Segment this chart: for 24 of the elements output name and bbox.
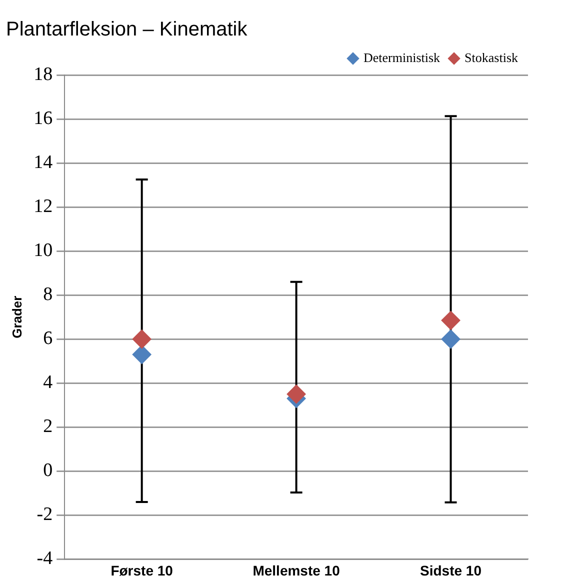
y-tick-label: 12 [34,196,53,218]
x-tick-label: Første 10 [110,562,174,578]
point [132,345,152,364]
y-tick-label: -4 [36,548,54,570]
y-tick-label: -2 [36,504,53,526]
x-tick-label: Sidste 10 [420,562,482,578]
y-tick-label: 16 [34,108,53,130]
y-tick-label: 18 [34,64,53,85]
y-tick-label: 8 [43,284,53,306]
point [286,384,306,404]
point [441,330,460,349]
legend-label: Deterministisk [364,50,441,65]
point [441,310,460,330]
y-tick-label: 10 [34,240,53,262]
y-tick-label: 0 [43,460,53,482]
legend-label: Stokastisk [464,50,518,65]
y-tick-label: 6 [43,328,53,350]
y-tick-label: 2 [43,416,53,438]
chart-title: Plantarfleksion – Kinematik [6,18,248,41]
y-tick-label: 4 [43,372,54,394]
y-axis-title: Grader [9,296,24,338]
point [132,330,152,349]
y-tick-label: 14 [34,152,54,174]
x-tick-label: Mellemste 10 [252,562,340,578]
